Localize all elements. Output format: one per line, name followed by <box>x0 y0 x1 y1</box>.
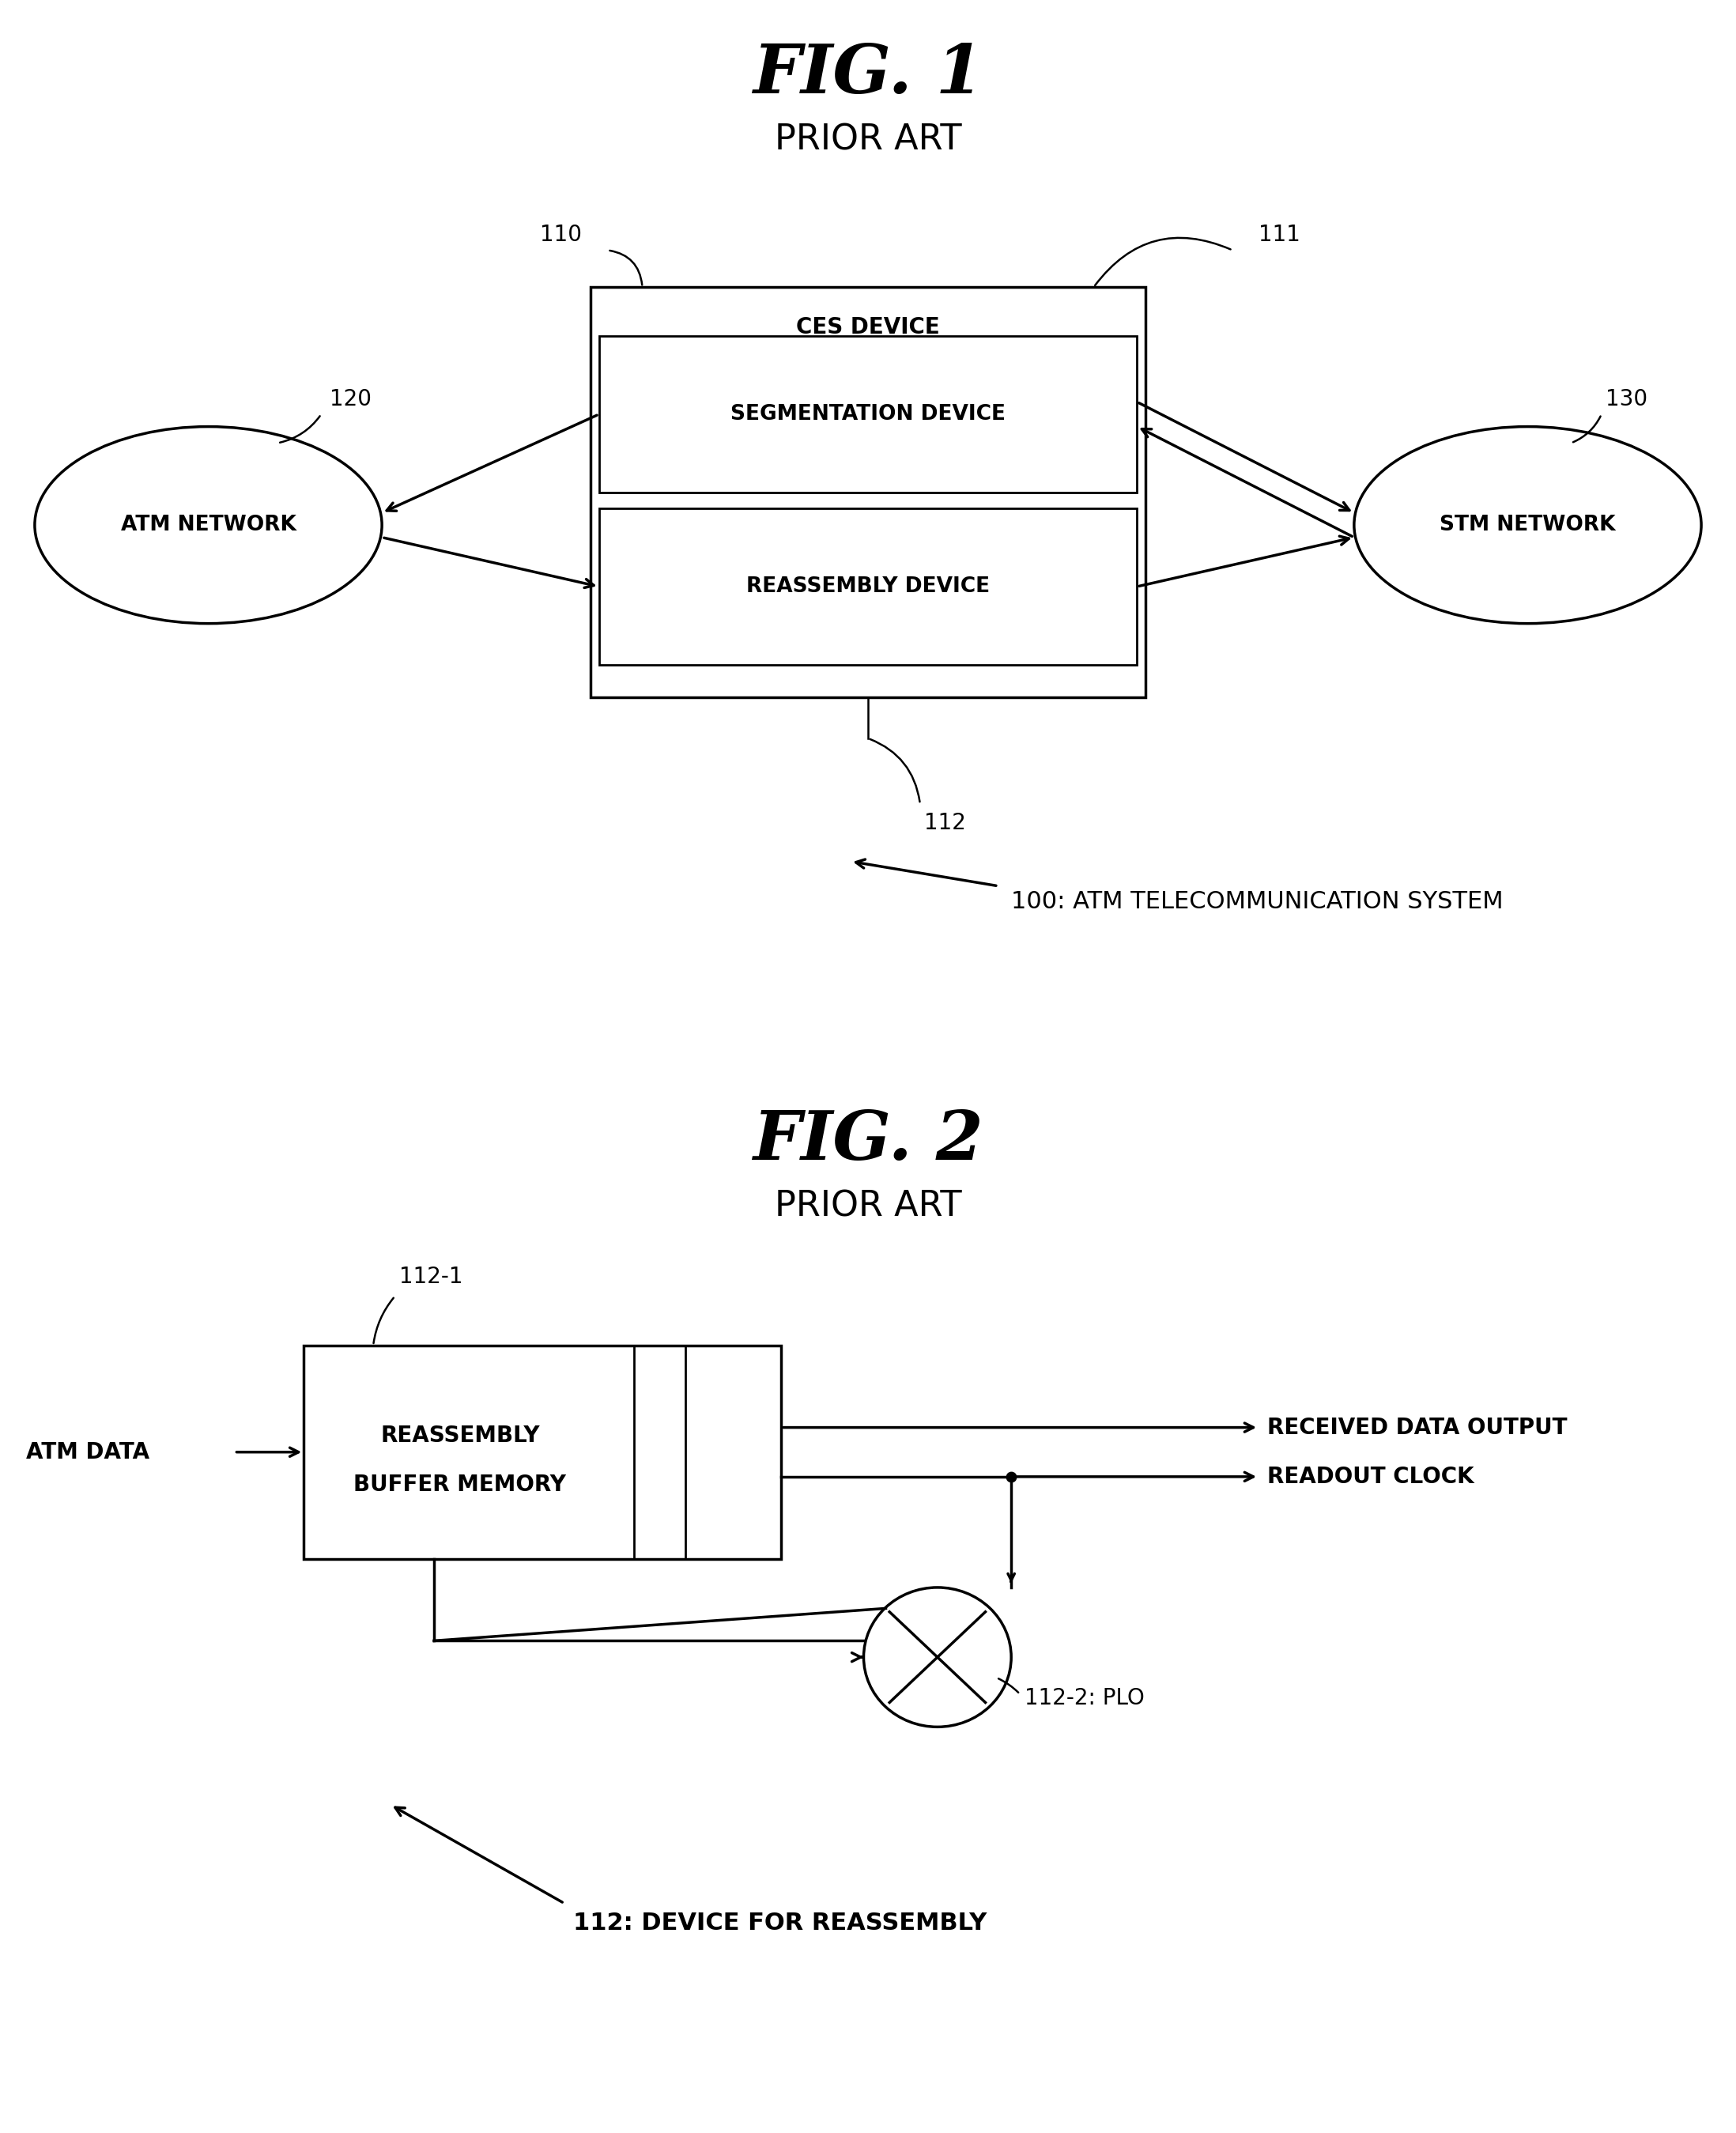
Text: 112-1: 112-1 <box>399 1265 464 1288</box>
Circle shape <box>865 1587 1010 1728</box>
Text: PRIOR ART: PRIOR ART <box>774 124 962 158</box>
Text: 100: ATM TELECOMMUNICATION SYSTEM: 100: ATM TELECOMMUNICATION SYSTEM <box>1010 889 1503 913</box>
Text: STM NETWORK: STM NETWORK <box>1439 514 1616 535</box>
Text: 112: DEVICE FOR REASSEMBLY: 112: DEVICE FOR REASSEMBLY <box>573 1911 986 1935</box>
Text: FIG. 1: FIG. 1 <box>753 41 983 107</box>
Text: PRIOR ART: PRIOR ART <box>774 1190 962 1224</box>
Text: 112-2: PLO: 112-2: PLO <box>1024 1687 1144 1709</box>
Text: READOUT CLOCK: READOUT CLOCK <box>1267 1465 1474 1487</box>
Bar <box>590 288 1146 697</box>
Text: 111: 111 <box>1259 224 1300 245</box>
Bar <box>599 337 1137 493</box>
Text: BUFFER MEMORY: BUFFER MEMORY <box>354 1474 566 1495</box>
Text: 112: 112 <box>925 813 967 834</box>
Bar <box>304 1346 781 1559</box>
Text: REASSEMBLY DEVICE: REASSEMBLY DEVICE <box>746 576 990 597</box>
Text: CES DEVICE: CES DEVICE <box>797 316 939 337</box>
Text: 120: 120 <box>330 388 372 410</box>
Bar <box>599 508 1137 665</box>
Text: FIG. 2: FIG. 2 <box>753 1107 983 1173</box>
Ellipse shape <box>1354 427 1701 623</box>
Ellipse shape <box>35 427 382 623</box>
Text: SEGMENTATION DEVICE: SEGMENTATION DEVICE <box>731 403 1005 424</box>
Text: ATM DATA: ATM DATA <box>26 1442 149 1463</box>
Text: 110: 110 <box>540 224 582 245</box>
Text: REASSEMBLY: REASSEMBLY <box>380 1425 540 1446</box>
Text: ATM NETWORK: ATM NETWORK <box>120 514 297 535</box>
Text: 130: 130 <box>1606 388 1647 410</box>
Text: RECEIVED DATA OUTPUT: RECEIVED DATA OUTPUT <box>1267 1416 1568 1438</box>
